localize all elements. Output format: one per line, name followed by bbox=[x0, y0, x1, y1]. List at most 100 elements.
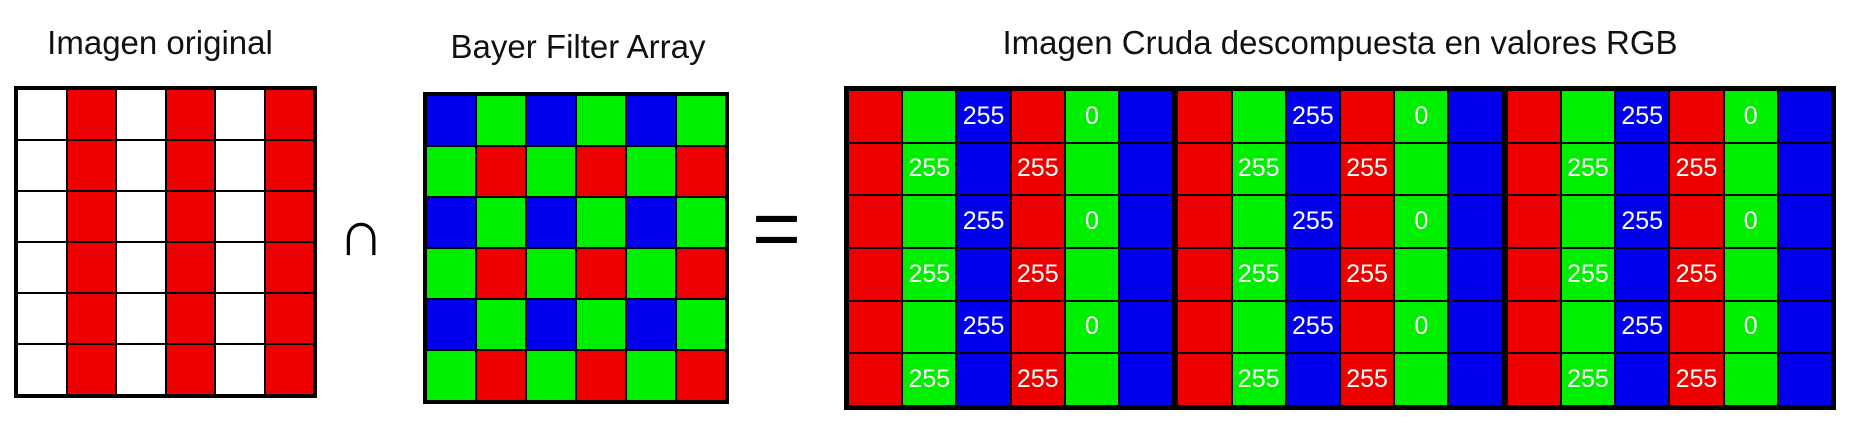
raw-channel-cell bbox=[1669, 90, 1724, 143]
raw-channel-cell bbox=[902, 90, 957, 143]
bayer-filter-cell bbox=[526, 350, 576, 401]
original-pixel bbox=[215, 293, 265, 344]
original-pixel bbox=[165, 89, 215, 140]
original-pixel bbox=[165, 344, 215, 395]
raw-channel-cell bbox=[902, 300, 957, 354]
raw-channel-cell bbox=[1119, 353, 1174, 406]
raw-channel-cell: 255 bbox=[1010, 142, 1065, 196]
bayer-filter-cell bbox=[676, 197, 726, 248]
raw-rgb-image: 255 0 255 255 255 0 255 255 255 0 255 255 255 0 255 255… bbox=[844, 86, 1836, 410]
raw-channel-cell: 255 bbox=[956, 90, 1011, 143]
raw-channel-cell bbox=[1064, 353, 1120, 406]
raw-channel-cell bbox=[1448, 195, 1503, 248]
raw-channel-cell: 255 bbox=[1560, 353, 1616, 406]
raw-channel-cell bbox=[1119, 90, 1174, 143]
raw-channel-cell bbox=[848, 300, 903, 354]
raw-channel-cell: 0 bbox=[1064, 195, 1120, 248]
original-pixel bbox=[66, 293, 116, 344]
raw-channel-cell: 255 bbox=[1285, 90, 1340, 143]
bayer-filter-title: Bayer Filter Array bbox=[450, 28, 706, 65]
raw-channel-cell bbox=[1506, 90, 1561, 143]
raw-channel-cell bbox=[1723, 353, 1778, 406]
raw-channel-cell: 255 bbox=[1560, 248, 1616, 301]
bayer-filter-cell bbox=[526, 299, 576, 350]
original-pixel bbox=[66, 89, 116, 140]
bayer-filter-cell bbox=[676, 248, 726, 299]
raw-channel-cell bbox=[1119, 248, 1174, 301]
raw-channel-cell bbox=[1064, 248, 1120, 301]
raw-channel-cell bbox=[956, 353, 1011, 406]
raw-channel-cell bbox=[1394, 142, 1449, 196]
raw-channel-cell bbox=[956, 248, 1011, 301]
bayer-filter-cell bbox=[576, 146, 626, 197]
raw-channel-cell bbox=[1723, 142, 1778, 196]
raw-channel-cell: 0 bbox=[1394, 195, 1449, 248]
raw-channel-cell bbox=[1777, 300, 1832, 354]
bayer-filter-cell bbox=[476, 248, 526, 299]
raw-channel-cell bbox=[1394, 353, 1449, 406]
original-pixel bbox=[215, 242, 265, 293]
raw-channel-cell bbox=[1177, 195, 1232, 248]
bayer-filter-cell bbox=[476, 146, 526, 197]
raw-channel-cell: 0 bbox=[1394, 90, 1449, 143]
original-pixel bbox=[17, 242, 67, 293]
bayer-filter-cell bbox=[476, 95, 526, 146]
bayer-filter-cell bbox=[426, 248, 476, 299]
original-pixel bbox=[264, 344, 314, 395]
raw-channel-cell bbox=[1177, 90, 1232, 143]
raw-channel-cell: 255 bbox=[1615, 300, 1670, 354]
original-pixel bbox=[264, 242, 314, 293]
original-pixel bbox=[17, 191, 67, 242]
raw-channel-cell bbox=[1010, 300, 1065, 354]
bayer-filter-cell bbox=[426, 299, 476, 350]
raw-channel-cell bbox=[1669, 195, 1724, 248]
original-pixel bbox=[264, 293, 314, 344]
raw-channel-cell: 255 bbox=[1615, 90, 1670, 143]
bayer-filter-cell bbox=[476, 197, 526, 248]
bayer-filter-cell bbox=[576, 350, 626, 401]
original-pixel bbox=[116, 242, 166, 293]
bayer-filter-cell bbox=[676, 350, 726, 401]
original-pixel bbox=[66, 140, 116, 191]
raw-channel-cell bbox=[1285, 142, 1340, 196]
raw-channel-cell bbox=[1448, 142, 1503, 196]
raw-channel-cell bbox=[1119, 142, 1174, 196]
raw-channel-cell bbox=[848, 90, 903, 143]
original-pixel bbox=[215, 140, 265, 191]
raw-channel-cell bbox=[1177, 248, 1232, 301]
raw-channel-cell bbox=[902, 195, 957, 248]
raw-channel-cell bbox=[1723, 248, 1778, 301]
raw-channel-cell bbox=[1448, 248, 1503, 301]
original-pixel bbox=[165, 293, 215, 344]
raw-channel-cell bbox=[1339, 90, 1395, 143]
bayer-filter-cell bbox=[626, 299, 676, 350]
raw-pixel-block: 255 0 255 255 255 0 255 255 255 0 255 255 bbox=[848, 90, 1174, 406]
original-pixel bbox=[66, 242, 116, 293]
bayer-filter-cell bbox=[626, 146, 676, 197]
original-pixel bbox=[17, 140, 67, 191]
raw-channel-cell: 255 bbox=[1339, 353, 1395, 406]
raw-channel-cell: 255 bbox=[1285, 300, 1340, 354]
raw-channel-cell: 255 bbox=[956, 300, 1011, 354]
raw-channel-cell: 255 bbox=[1339, 248, 1395, 301]
raw-channel-cell bbox=[1777, 353, 1832, 406]
bayer-filter-cell bbox=[526, 95, 576, 146]
raw-channel-cell bbox=[848, 142, 903, 196]
raw-channel-cell: 255 bbox=[1669, 142, 1724, 196]
bayer-filter-cell bbox=[626, 197, 676, 248]
raw-channel-cell bbox=[1231, 90, 1286, 143]
original-pixel bbox=[116, 89, 166, 140]
raw-channel-cell: 0 bbox=[1064, 90, 1120, 143]
original-pixel bbox=[116, 140, 166, 191]
original-pixel bbox=[264, 191, 314, 242]
original-pixel bbox=[264, 140, 314, 191]
raw-channel-cell bbox=[1560, 300, 1616, 354]
raw-channel-cell bbox=[1777, 90, 1832, 143]
raw-channel-cell bbox=[1010, 90, 1065, 143]
bayer-filter-cell bbox=[676, 146, 726, 197]
original-pixel bbox=[17, 293, 67, 344]
raw-channel-cell bbox=[1064, 142, 1120, 196]
raw-channel-cell: 255 bbox=[1669, 353, 1724, 406]
raw-channel-cell bbox=[1177, 142, 1232, 196]
raw-channel-cell bbox=[1119, 300, 1174, 354]
